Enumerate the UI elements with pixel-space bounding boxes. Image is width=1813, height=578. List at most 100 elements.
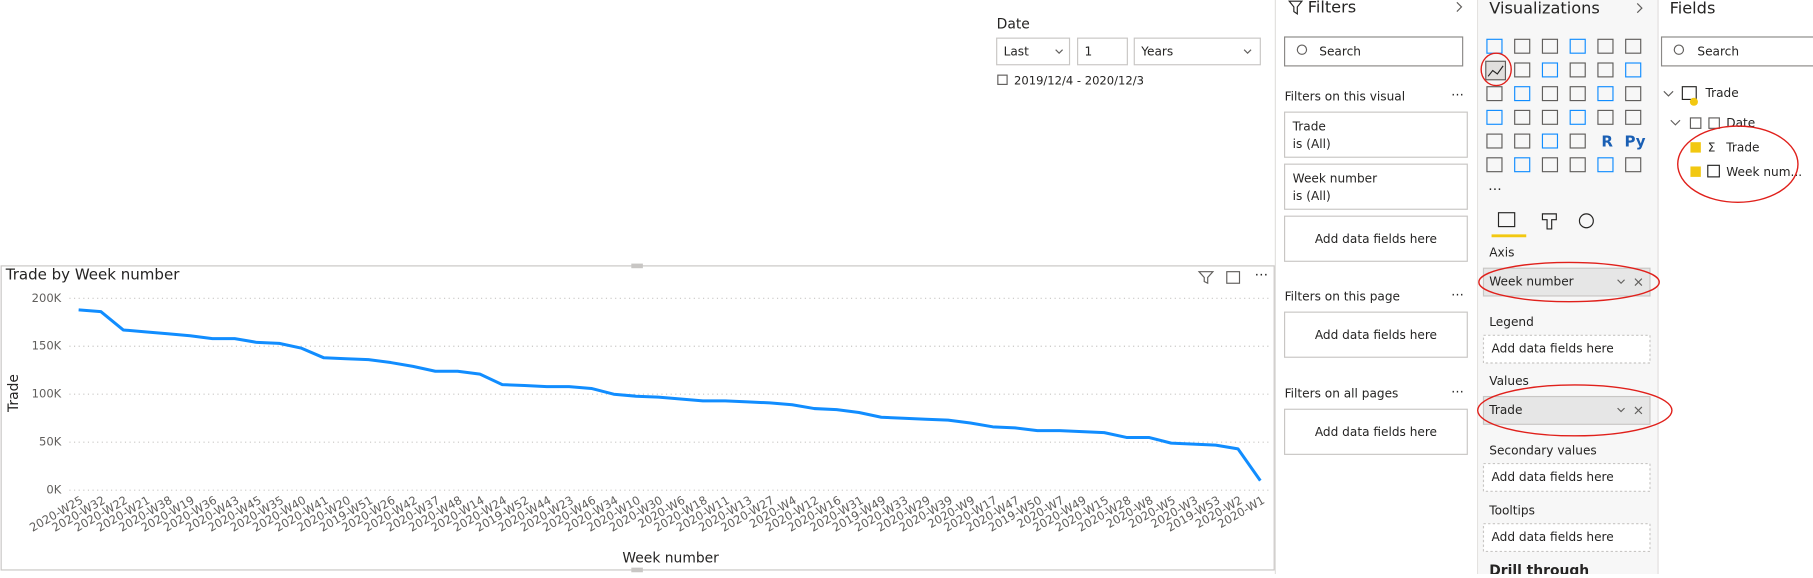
drop-zone[interactable]	[1482, 523, 1651, 553]
chevron[interactable]	[1617, 407, 1625, 413]
analytics-tab[interactable]	[1578, 213, 1594, 229]
slicer-mode[interactable]: Last	[1004, 45, 1030, 59]
visual-icon[interactable]	[1625, 62, 1642, 78]
visual-icon[interactable]	[1514, 133, 1531, 149]
visual-icon[interactable]	[1514, 109, 1531, 125]
drop-zone[interactable]	[1482, 463, 1651, 492]
well-field-name[interactable]: Trade	[1488, 403, 1522, 417]
visual-icon[interactable]	[1541, 62, 1559, 78]
filter-icon[interactable]	[1197, 271, 1215, 285]
chevron[interactable]	[1670, 119, 1681, 126]
search-box[interactable]	[1284, 36, 1464, 67]
drop-zone-label[interactable]: Add data fields here	[1315, 328, 1437, 342]
fields-tab[interactable]	[1497, 212, 1516, 228]
visual-icon[interactable]	[1541, 157, 1559, 173]
drop-zone[interactable]	[1284, 408, 1468, 455]
field-type-icon	[1707, 164, 1720, 178]
visual-icon[interactable]	[1486, 133, 1503, 149]
slicer-count[interactable]: 1	[1085, 45, 1093, 59]
visual-icon[interactable]	[1597, 38, 1614, 54]
checkbox[interactable]	[1689, 117, 1702, 129]
search-icon	[1673, 44, 1685, 55]
search-placeholder[interactable]: Search	[1697, 45, 1739, 59]
filter-state[interactable]: is (All)	[1293, 189, 1331, 203]
chart-title: Trade by Week number	[5, 266, 180, 284]
input[interactable]	[1077, 37, 1128, 66]
field-type: Σ	[1708, 140, 1716, 154]
search-placeholder[interactable]: Search	[1319, 45, 1361, 59]
drop-zone[interactable]	[1284, 311, 1468, 358]
well-field[interactable]	[1482, 267, 1651, 297]
chevron[interactable]	[1617, 279, 1625, 285]
visual-icon[interactable]	[1487, 65, 1504, 77]
visual-icon[interactable]	[1625, 157, 1642, 173]
filter-field[interactable]: Trade	[1292, 120, 1326, 134]
visual-icon[interactable]	[1541, 86, 1559, 102]
visual-icon[interactable]	[1625, 86, 1642, 102]
visual-icon[interactable]	[1486, 157, 1503, 173]
visual-icon[interactable]	[1569, 62, 1586, 78]
remove[interactable]	[1634, 278, 1643, 286]
focus-icon[interactable]	[1226, 271, 1241, 284]
well-field-name[interactable]: Week number	[1489, 275, 1573, 289]
visual-icon[interactable]	[1569, 86, 1586, 102]
visual-icon[interactable]	[1569, 157, 1586, 173]
visual-icon[interactable]	[1486, 109, 1503, 125]
visual-icon[interactable]	[1541, 38, 1559, 54]
visual-icon[interactable]	[1541, 109, 1559, 125]
drop-zone[interactable]	[1284, 215, 1468, 262]
section-menu: ⋯	[1451, 286, 1464, 301]
table-name[interactable]: Trade	[1704, 86, 1738, 100]
filter-card[interactable]	[1284, 163, 1468, 210]
visual-icon[interactable]	[1486, 86, 1503, 102]
more-visuals[interactable]: ⋯	[1488, 182, 1502, 198]
drop-zone[interactable]	[1482, 334, 1651, 364]
filter-card[interactable]	[1284, 111, 1468, 158]
visual-gallery: R Py	[1485, 38, 1646, 173]
visual-icon[interactable]	[1597, 109, 1614, 125]
visual-icon-selected[interactable]	[1485, 60, 1507, 81]
visual-icon[interactable]	[1569, 109, 1586, 125]
field-name[interactable]: Week num...	[1726, 165, 1802, 179]
visual-icon[interactable]	[1597, 157, 1614, 173]
more-icon[interactable]: ⋯	[1255, 267, 1269, 283]
calendar-icon	[997, 74, 1008, 85]
visual-icon[interactable]	[1569, 133, 1586, 149]
drop-zone-label[interactable]: Add data fields here	[1315, 425, 1437, 439]
visual-icon[interactable]	[1625, 38, 1642, 54]
filter-field[interactable]: Week number	[1293, 172, 1377, 186]
visual-icon-label[interactable]: Py	[1625, 133, 1646, 151]
field-name[interactable]: Trade	[1725, 140, 1759, 154]
drop-zone-label[interactable]: Add data fields here	[1492, 342, 1614, 356]
visual-icon[interactable]	[1514, 157, 1531, 173]
chevron[interactable]	[1663, 90, 1674, 97]
visual-icon[interactable]	[1569, 38, 1586, 54]
drop-zone-label[interactable]: Add data fields here	[1492, 470, 1614, 484]
drop-zone-label[interactable]: Add data fields here	[1315, 232, 1437, 246]
filter-state[interactable]: is (All)	[1293, 137, 1331, 151]
slicer-unit[interactable]: Years	[1140, 45, 1173, 59]
field-name[interactable]: Date	[1726, 116, 1755, 130]
visual-icon[interactable]	[1625, 109, 1642, 125]
resize-handle[interactable]	[631, 263, 643, 269]
visual-icon[interactable]	[1597, 86, 1614, 102]
collapse[interactable]	[1456, 1, 1463, 12]
checkbox-checked[interactable]	[1690, 166, 1701, 177]
collapse[interactable]	[1636, 3, 1643, 14]
well-title: Tooltips	[1488, 503, 1535, 517]
visual-icon[interactable]	[1597, 62, 1614, 78]
visual-icon[interactable]	[1541, 133, 1559, 149]
remove[interactable]	[1634, 406, 1643, 415]
visual-icon[interactable]	[1514, 38, 1531, 54]
checkbox-checked[interactable]	[1690, 142, 1701, 153]
format-tab[interactable]	[1541, 213, 1557, 230]
visual-icon-label[interactable]: R	[1601, 133, 1613, 151]
field-wells: Axis Week number Legend Add data fields her…	[1482, 246, 1651, 578]
drop-zone-label[interactable]: Add data fields here	[1492, 530, 1614, 544]
search-box[interactable]	[1660, 36, 1813, 67]
visual-icon[interactable]	[1514, 86, 1531, 102]
dropdown[interactable]	[1133, 37, 1261, 66]
resize-handle[interactable]	[631, 567, 643, 573]
visual-icon[interactable]	[1514, 62, 1531, 78]
